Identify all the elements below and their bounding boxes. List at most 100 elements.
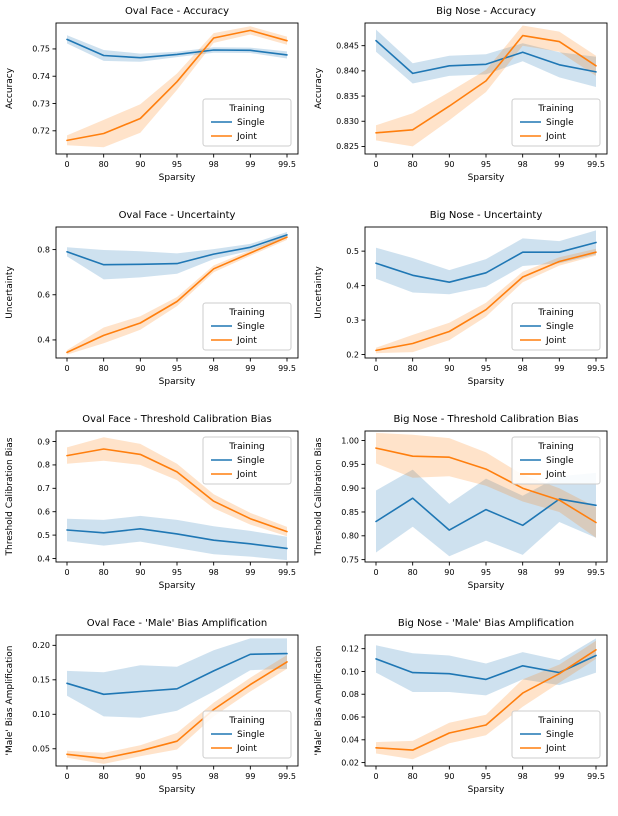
subplot-oval-face-accuracy: Oval Face - Accuracy 0.72 0.73 0.74 0.75 0 80 9… <box>0 0 309 204</box>
legend-title: Training <box>228 308 265 318</box>
y-tick-label: 0.73 <box>32 99 50 108</box>
y-tick-label: 0.8 <box>37 461 50 470</box>
y-tick-label: 0.8 <box>37 245 50 254</box>
legend-title: Training <box>537 104 574 114</box>
subplot-big-nose-male-bias-amplification: Big Nose - 'Male' Bias Amplification 0.02… <box>309 612 618 816</box>
plot-series-group <box>66 638 288 764</box>
legend-box <box>511 302 601 351</box>
legend-entry-single: Single <box>546 118 574 128</box>
series-band-joint <box>67 234 287 355</box>
subplot-oval-face-male-bias-amplification: Oval Face - 'Male' Bias Amplification 0.0… <box>0 612 309 816</box>
subplot-oval-face-uncertainty: Oval Face - Uncertainty 0.4 0.6 0.8 0 80 90 95 9… <box>0 204 309 408</box>
plot-series-group <box>375 432 597 557</box>
x-axis-label: Sparsity <box>468 173 505 183</box>
x-axis-label: Sparsity <box>159 581 196 591</box>
legend-entry-joint: Joint <box>236 336 257 346</box>
legend-entry-single: Single <box>546 456 574 466</box>
y-axis-label: Threshold Calibration Bias <box>5 437 15 556</box>
y-tick-label: 0.95 <box>341 460 359 469</box>
legend-entry-single: Single <box>546 322 574 332</box>
x-tick-label: 95 <box>172 772 182 781</box>
x-tick-label: 0 <box>373 364 378 373</box>
plot-series-group <box>375 230 597 354</box>
x-axis-label: Sparsity <box>159 173 196 183</box>
x-tick-label: 98 <box>518 364 528 373</box>
chart-title: Big Nose - Threshold Calibration Bias <box>393 414 578 425</box>
x-tick-label: 99 <box>245 160 255 169</box>
y-tick-label: 0.835 <box>336 92 359 101</box>
legend-title: Training <box>537 442 574 452</box>
y-axis-label: 'Male' Bias Amplification <box>5 646 15 756</box>
x-axis-label: Sparsity <box>468 785 505 795</box>
legend-entry-single: Single <box>237 118 265 128</box>
x-tick-label: 98 <box>209 364 219 373</box>
series-line-joint <box>375 648 597 751</box>
subplot-big-nose-accuracy: Big Nose - Accuracy 0.825 0.830 0.835 0.840 0… <box>309 0 618 204</box>
x-tick-label: 90 <box>444 772 454 781</box>
legend-title: Training <box>228 716 265 726</box>
legend-entry-single: Single <box>237 730 265 740</box>
x-tick-label: 90 <box>444 568 454 577</box>
legend-title: Training <box>228 104 265 114</box>
y-tick-label: 0.3 <box>346 316 359 325</box>
x-tick-label: 90 <box>135 568 145 577</box>
x-tick-label: 90 <box>444 160 454 169</box>
legend-box <box>202 436 292 485</box>
y-axis-label: Uncertainty <box>5 266 15 319</box>
x-tick-label: 99.5 <box>587 160 605 169</box>
series-band-joint <box>376 25 596 147</box>
chart-title: Big Nose - Accuracy <box>436 6 536 17</box>
y-tick-label: 0.04 <box>341 736 359 745</box>
x-tick-label: 80 <box>99 364 109 373</box>
x-tick-label: 99.5 <box>278 568 296 577</box>
x-tick-label: 80 <box>99 568 109 577</box>
y-tick-label: 0.5 <box>37 531 50 540</box>
y-axis-label: Accuracy <box>5 67 15 109</box>
chart-title: Oval Face - 'Male' Bias Amplification <box>87 618 268 629</box>
chart-title: Oval Face - Accuracy <box>125 6 229 17</box>
legend: Training Single Joint <box>511 302 601 351</box>
legend-box <box>511 710 601 759</box>
x-tick-label: 80 <box>99 160 109 169</box>
series-band-single <box>376 638 596 696</box>
y-tick-label: 0.74 <box>32 72 50 81</box>
legend-box <box>202 710 292 759</box>
subplot-big-nose-uncertainty: Big Nose - Uncertainty 0.2 0.3 0.4 0.5 0 80 90 9… <box>309 204 618 408</box>
legend: Training Single Joint <box>202 436 292 485</box>
plot-series-group <box>375 638 597 760</box>
y-tick-label: 0.08 <box>341 690 359 699</box>
y-tick-label: 0.845 <box>336 41 359 50</box>
x-tick-label: 99.5 <box>278 772 296 781</box>
legend-box <box>202 98 292 147</box>
series-line-joint <box>66 448 288 533</box>
legend: Training Single Joint <box>511 98 601 147</box>
x-tick-label: 90 <box>135 364 145 373</box>
x-tick-label: 98 <box>518 160 528 169</box>
x-tick-label: 95 <box>172 160 182 169</box>
x-tick-label: 95 <box>481 160 491 169</box>
y-tick-label: 0.825 <box>336 142 359 151</box>
y-tick-label: 0.7 <box>37 484 50 493</box>
series-line-single <box>66 38 288 59</box>
chart-title: Oval Face - Threshold Calibration Bias <box>82 414 271 425</box>
y-axis-label: 'Male' Bias Amplification <box>314 646 324 756</box>
y-tick-label: 0.10 <box>32 710 50 719</box>
x-tick-label: 90 <box>135 772 145 781</box>
x-tick-label: 0 <box>373 568 378 577</box>
y-tick-label: 0.840 <box>336 67 359 76</box>
x-axis-label: Sparsity <box>159 785 196 795</box>
chart-svg: Big Nose - 'Male' Bias Amplification 0.02… <box>314 618 608 795</box>
legend: Training Single Joint <box>202 302 292 351</box>
y-tick-label: 0.10 <box>341 667 359 676</box>
x-tick-label: 99 <box>554 772 564 781</box>
plot-series-group <box>66 232 288 355</box>
legend-box <box>511 436 601 485</box>
legend-entry-joint: Joint <box>545 336 566 346</box>
series-line-joint <box>375 34 597 134</box>
x-tick-label: 99.5 <box>587 772 605 781</box>
series-band-single <box>376 29 596 88</box>
x-tick-label: 90 <box>444 364 454 373</box>
chart-svg: Big Nose - Uncertainty 0.2 0.3 0.4 0.5 0 80 90 9… <box>314 210 608 387</box>
x-tick-label: 80 <box>408 568 418 577</box>
legend-title: Training <box>537 716 574 726</box>
